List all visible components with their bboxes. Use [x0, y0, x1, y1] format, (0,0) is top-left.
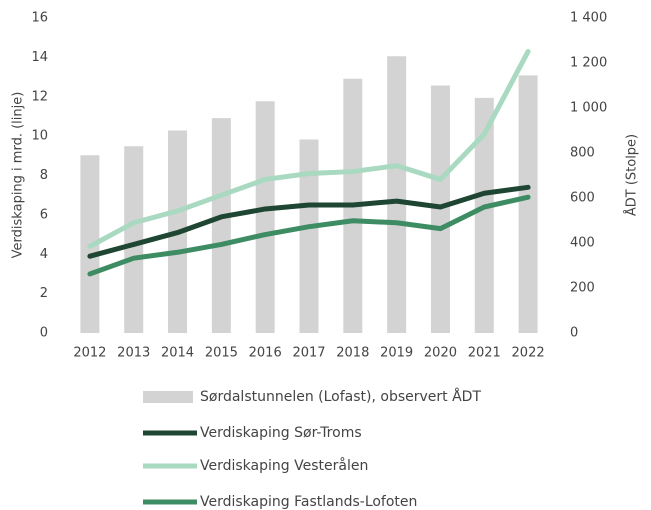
y-tick-label: 12 — [31, 89, 48, 104]
x-tick-label: 2014 — [161, 346, 194, 361]
y2-tick-label: 400 — [570, 236, 595, 251]
y-tick-label: 16 — [31, 11, 48, 26]
x-tick-label: 2012 — [73, 346, 106, 361]
y2-tick-label: 0 — [570, 326, 578, 341]
y-tick-label: 0 — [40, 326, 48, 341]
legend: Sørdalstunnelen (Lofast), observert ÅDT V… — [143, 388, 481, 510]
x-tick-label: 2019 — [380, 346, 413, 361]
line — [87, 194, 531, 277]
y2-axis-title: ÅDT (Stolpe) — [624, 134, 640, 216]
legend-label: Verdiskaping Vesterålen — [200, 457, 368, 474]
legend-swatch — [143, 391, 193, 403]
x-tick-label: 2021 — [468, 346, 501, 361]
x-tick-label: 2022 — [512, 346, 545, 361]
bar — [299, 139, 319, 333]
y-tick-label: 10 — [31, 129, 48, 144]
y2-tick-label: 1 200 — [570, 56, 607, 71]
x-tick-label: 2017 — [292, 346, 325, 361]
line — [87, 48, 531, 249]
y2-tick-label: 600 — [570, 191, 595, 206]
bar — [474, 97, 494, 333]
y-tick-label: 2 — [40, 286, 48, 301]
bar — [387, 56, 407, 333]
bar — [518, 75, 538, 333]
x-tick-label: 2013 — [117, 346, 150, 361]
y-axis-title: Verdiskaping i mrd. (linje) — [11, 92, 26, 259]
y-tick-label: 6 — [40, 207, 48, 222]
legend-label: Sørdalstunnelen (Lofast), observert ÅDT — [200, 388, 481, 405]
y2-tick-label: 800 — [570, 146, 595, 161]
y2-tick-label: 200 — [570, 281, 595, 296]
legend-label: Verdiskaping Fastlands-Lofoten — [200, 494, 417, 510]
y2-tick-label: 1 400 — [570, 11, 607, 26]
bar — [255, 101, 275, 333]
x-tick-label: 2016 — [249, 346, 282, 361]
x-tick-label: 2015 — [205, 346, 238, 361]
bar — [124, 146, 144, 333]
y-tick-label: 14 — [31, 50, 48, 65]
x-tick-label: 2018 — [336, 346, 369, 361]
line — [87, 184, 531, 259]
legend-label: Verdiskaping Sør-Troms — [200, 425, 362, 441]
y2-tick-label: 1 000 — [570, 101, 607, 116]
x-tick-label: 2020 — [424, 346, 457, 361]
y-tick-label: 8 — [40, 168, 48, 183]
y-tick-label: 4 — [40, 247, 48, 262]
bar — [211, 118, 231, 333]
